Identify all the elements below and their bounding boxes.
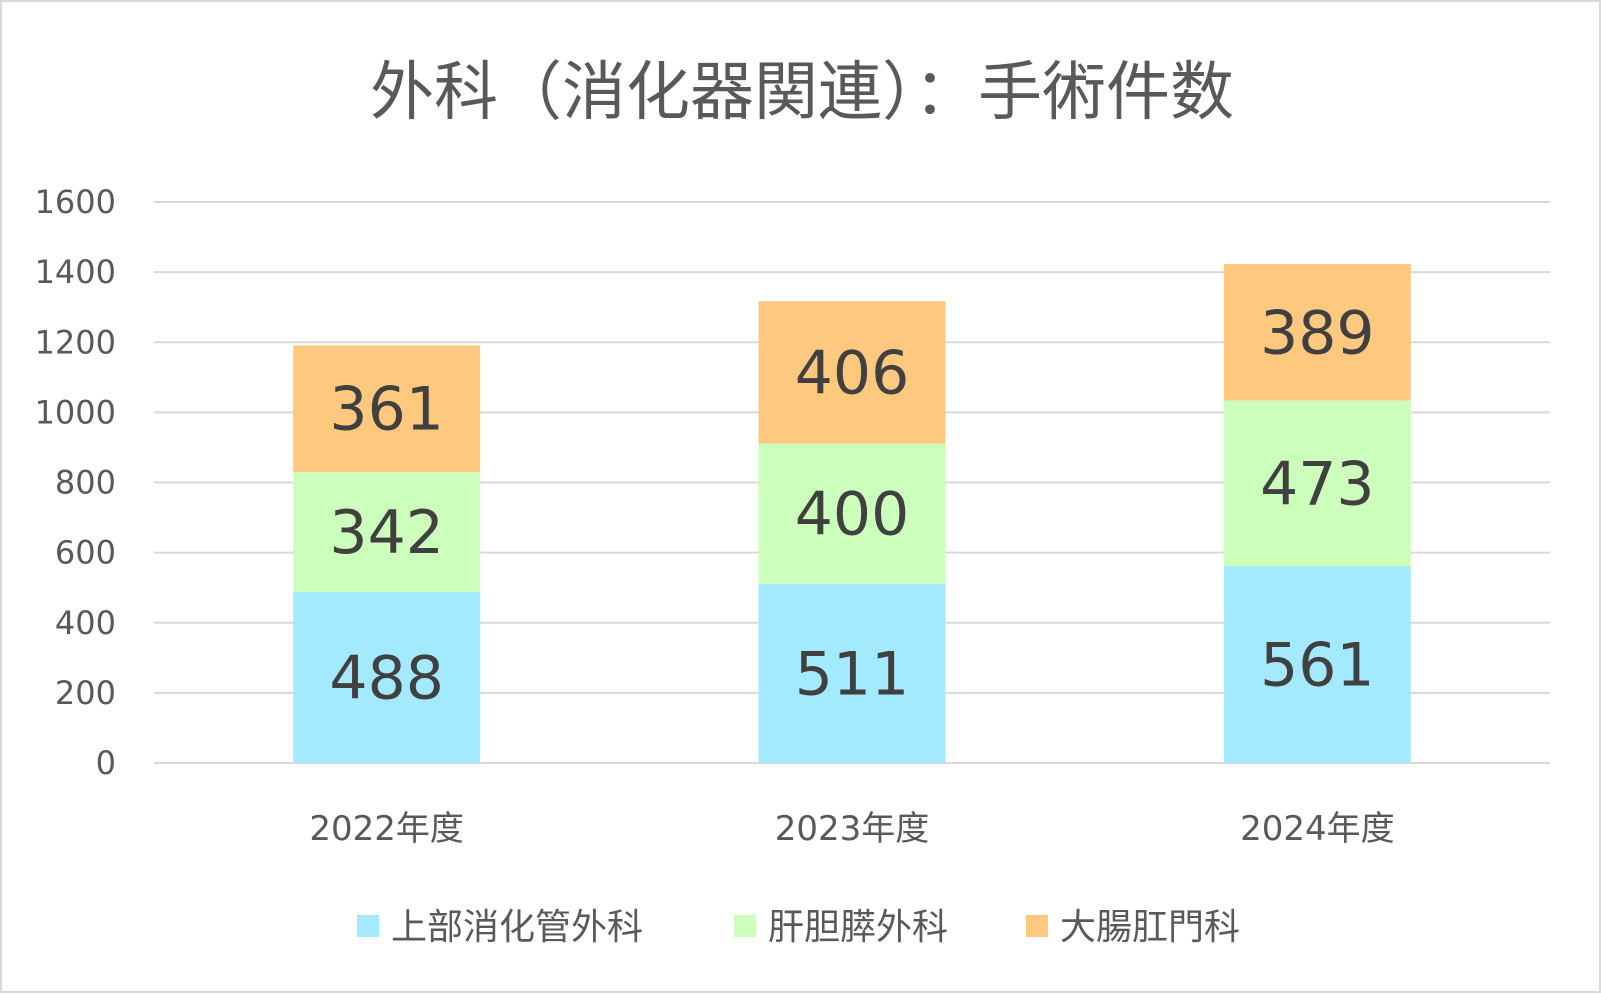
legend-swatch bbox=[1026, 915, 1048, 937]
data-label: 342 bbox=[329, 498, 444, 568]
bar-segment bbox=[758, 443, 946, 584]
x-tick-label: 2023年度 bbox=[775, 809, 930, 849]
y-tick-label: 800 bbox=[55, 464, 116, 502]
legend-swatch bbox=[357, 915, 379, 937]
bar-segment bbox=[293, 591, 481, 763]
bar-segment bbox=[1223, 264, 1411, 401]
bar-segment bbox=[758, 301, 946, 444]
y-tick-label: 400 bbox=[55, 604, 116, 642]
y-tick-label: 1000 bbox=[35, 393, 116, 431]
y-tick-label: 1600 bbox=[35, 183, 116, 221]
data-label: 406 bbox=[795, 338, 910, 408]
data-label: 561 bbox=[1260, 631, 1375, 701]
bar-segment bbox=[1223, 400, 1411, 567]
legend-label: 大腸肛門科 bbox=[1060, 907, 1240, 948]
bar-segment bbox=[758, 583, 946, 763]
legend-label: 肝胆膵外科 bbox=[768, 907, 948, 948]
legend: 上部消化管外科 肝胆膵外科 大腸肛門科 bbox=[357, 907, 1240, 948]
y-axis-ticks: 0 200 400 600 800 1000 1200 1400 1600 bbox=[35, 183, 116, 782]
bars bbox=[293, 264, 1411, 763]
y-tick-label: 1400 bbox=[35, 253, 116, 291]
y-tick-label: 600 bbox=[55, 534, 116, 572]
data-label: 473 bbox=[1260, 449, 1375, 519]
legend-swatch bbox=[734, 915, 756, 937]
data-labels: 488 342 361 511 400 406 561 473 389 bbox=[329, 298, 1374, 713]
data-label: 488 bbox=[329, 643, 444, 713]
y-tick-label: 200 bbox=[55, 674, 116, 712]
data-label: 511 bbox=[795, 639, 910, 709]
bar-segment bbox=[293, 471, 481, 592]
x-tick-label: 2024年度 bbox=[1240, 809, 1395, 849]
data-label: 361 bbox=[329, 375, 444, 445]
y-tick-label: 0 bbox=[96, 744, 116, 782]
bar-segment bbox=[293, 345, 481, 472]
data-label: 389 bbox=[1260, 298, 1375, 368]
x-tick-label: 2022年度 bbox=[309, 809, 464, 849]
legend-label: 上部消化管外科 bbox=[391, 907, 643, 948]
chart-title: 外科（消化器関連）：手術件数 bbox=[370, 56, 1234, 130]
y-tick-label: 1200 bbox=[35, 323, 116, 361]
x-axis-ticks: 2022年度 2023年度 2024年度 bbox=[309, 809, 1394, 849]
bar-segment bbox=[1223, 566, 1411, 763]
data-label: 400 bbox=[795, 480, 910, 550]
